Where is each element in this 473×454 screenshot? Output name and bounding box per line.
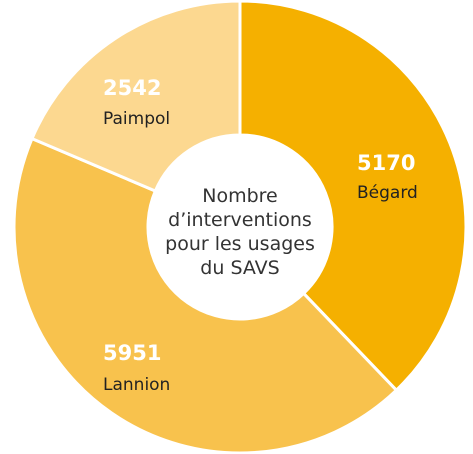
data-label: 5951 [103,341,161,365]
category-label: Bégard [357,183,418,203]
donut-segment [12,136,399,454]
data-label: 2542 [103,76,161,100]
center-label: pour les usages [165,233,315,255]
center-label: Nombre [202,185,278,207]
center-label: du SAVS [200,257,279,279]
data-label: 5170 [357,151,415,175]
category-label: Paimpol [103,109,170,129]
center-label: d’interventions [168,209,312,231]
category-label: Lannion [103,375,170,395]
donut-segment [30,0,242,193]
donut-segment [238,0,468,393]
